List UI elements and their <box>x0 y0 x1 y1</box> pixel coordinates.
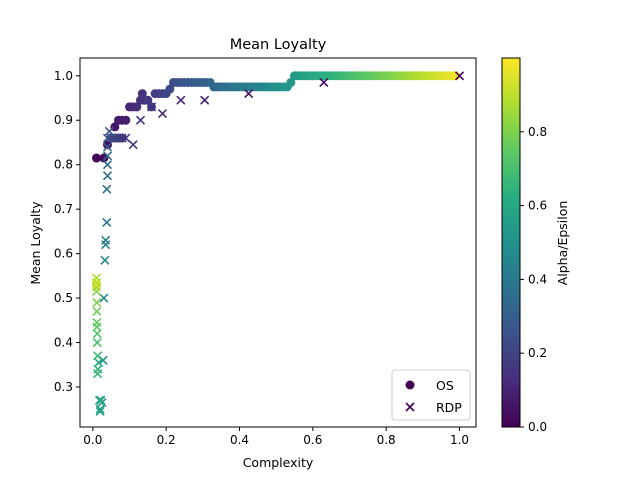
rdp-point <box>157 109 168 119</box>
rdp-point <box>99 293 109 303</box>
legend-os-label: OS <box>436 378 454 393</box>
series-rdp <box>91 71 465 417</box>
y-axis-label: Mean Loyalty <box>28 201 43 285</box>
x-tick-label: 0.4 <box>230 433 249 447</box>
rdp-point <box>102 171 113 181</box>
rdp-point <box>176 95 186 105</box>
colorbar <box>501 57 521 428</box>
rdp-point <box>101 240 111 250</box>
os-point <box>132 102 142 112</box>
plot-area <box>91 71 465 417</box>
y-tick-label: 0.9 <box>54 113 73 127</box>
rdp-point <box>146 102 157 112</box>
rdp-point <box>102 160 113 170</box>
colorbar-tick-label: 0.8 <box>528 125 547 139</box>
colorbar-tick-label: 0.6 <box>528 199 547 213</box>
rdp-point <box>94 395 104 405</box>
rdp-point <box>92 306 102 316</box>
rdp-point <box>92 322 102 332</box>
rdp-point <box>95 406 105 417</box>
colorbar-axis: 0.0 0.2 0.4 0.6 0.8 <box>520 125 547 434</box>
rdp-point <box>110 133 120 143</box>
series-os <box>92 71 461 290</box>
colorbar-tick-label: 0.4 <box>528 272 547 286</box>
y-tick-label: 0.3 <box>54 380 73 394</box>
rdp-point <box>92 337 102 348</box>
legend-os-marker <box>405 380 415 390</box>
x-axis: 0.0 0.2 0.4 0.6 0.8 1.0 <box>83 427 469 447</box>
os-point <box>286 77 296 87</box>
x-tick-label: 0.0 <box>83 433 102 447</box>
rdp-point <box>113 133 124 143</box>
x-tick-label: 0.6 <box>303 433 322 447</box>
y-tick-label: 0.7 <box>54 202 73 216</box>
y-axis: 0.3 0.4 0.5 0.6 0.7 0.8 0.9 1.0 <box>54 69 80 394</box>
os-point <box>165 84 175 94</box>
plot-frame <box>79 57 477 428</box>
rdp-point <box>100 255 110 265</box>
rdp-point <box>92 297 102 308</box>
rdp-point <box>96 395 106 405</box>
rdp-point <box>454 71 465 81</box>
os-point <box>143 95 153 105</box>
rdp-point <box>319 77 329 88</box>
os-point <box>103 140 112 150</box>
legend: OS RDP <box>391 369 471 421</box>
colorbar-tick-label: 0.2 <box>528 346 547 360</box>
rdp-point <box>104 126 114 136</box>
y-tick-label: 0.4 <box>54 336 73 350</box>
legend-rdp-marker <box>405 402 415 412</box>
y-tick-label: 0.5 <box>54 291 73 305</box>
rdp-point <box>121 133 131 143</box>
colorbar-tick-label: 0.0 <box>528 420 547 434</box>
os-point <box>99 153 109 163</box>
rdp-point <box>117 133 127 143</box>
rdp-point <box>92 317 102 328</box>
rdp-point <box>93 351 103 361</box>
rdp-point <box>106 133 116 143</box>
y-tick-label: 0.8 <box>54 158 73 172</box>
legend-rdp-label: RDP <box>436 400 462 415</box>
x-tick-label: 0.8 <box>377 433 396 447</box>
rdp-point <box>128 140 138 150</box>
rdp-point <box>102 217 112 228</box>
chart-title: Mean Loyalty <box>230 37 327 53</box>
x-tick-label: 0.2 <box>157 433 176 447</box>
rdp-point <box>93 369 103 379</box>
os-point <box>92 153 101 163</box>
y-tick-label: 1.0 <box>54 69 73 83</box>
rdp-point <box>102 151 113 161</box>
rdp-point <box>102 142 113 152</box>
rdp-point <box>91 273 102 283</box>
y-tick-label: 0.6 <box>54 247 73 261</box>
rdp-point <box>135 115 146 125</box>
rdp-point <box>200 95 210 105</box>
x-axis-label: Complexity <box>243 455 314 470</box>
colorbar-label: Alpha/Epsilon <box>555 201 570 286</box>
rdp-point <box>102 133 113 143</box>
rdp-point <box>95 404 105 414</box>
os-point <box>121 115 131 125</box>
rdp-point <box>102 184 112 194</box>
x-tick-label: 1.0 <box>450 433 469 447</box>
rdp-point <box>91 280 102 290</box>
rdp-point <box>101 235 111 245</box>
rdp-point <box>244 89 254 99</box>
